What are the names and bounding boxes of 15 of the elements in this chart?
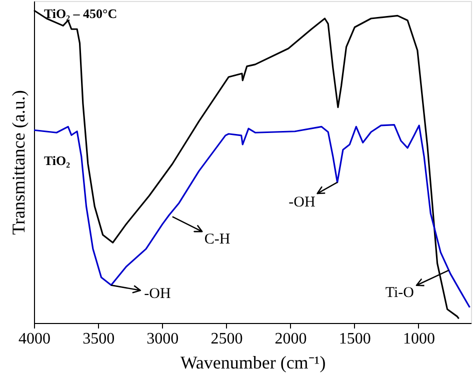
annotation: -OH xyxy=(144,286,171,302)
x-tick-label: 4000 xyxy=(18,330,50,348)
x-tick-label: 1000 xyxy=(402,330,435,348)
x-tick-label: 2000 xyxy=(274,330,307,348)
x-tick-label: 1500 xyxy=(338,330,371,348)
annotation: C-H xyxy=(204,232,230,248)
x-tick-label: 3500 xyxy=(82,330,115,348)
series-label: TiO₂ xyxy=(44,153,70,168)
annotation: -OH xyxy=(288,194,316,210)
x-axis-title: Wavenumber (cm⁻¹) xyxy=(180,352,326,372)
x-tick-label: 3000 xyxy=(146,330,179,348)
annotation: Ti-O xyxy=(385,285,414,302)
y-axis-title: Transmittance (a.u.) xyxy=(8,90,28,235)
x-tick-label: 2500 xyxy=(210,330,243,348)
series-label: TiO₂ – 450°C xyxy=(44,6,118,21)
